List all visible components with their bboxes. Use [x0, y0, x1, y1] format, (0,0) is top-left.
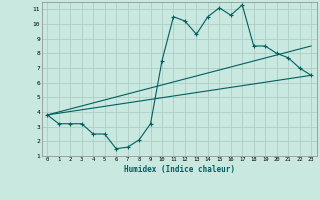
- X-axis label: Humidex (Indice chaleur): Humidex (Indice chaleur): [124, 165, 235, 174]
